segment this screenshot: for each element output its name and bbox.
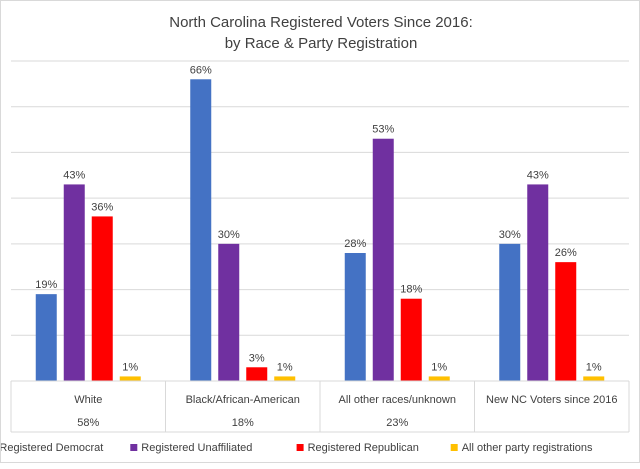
legend-swatch — [296, 444, 304, 451]
legend-swatch — [450, 444, 458, 451]
data-label: 1% — [122, 361, 138, 373]
category-share: 23% — [386, 417, 408, 429]
data-label: 1% — [586, 361, 602, 373]
data-label: 28% — [344, 238, 366, 250]
data-label: 30% — [218, 229, 240, 241]
data-label: 19% — [35, 279, 57, 291]
bar — [119, 376, 141, 381]
bar — [63, 184, 85, 381]
data-label: 66% — [190, 64, 212, 76]
bar — [372, 138, 394, 381]
legend-item: Registered Democrat — [0, 442, 103, 454]
bar — [400, 298, 422, 381]
category-share: 58% — [77, 417, 99, 429]
chart-title-line-2: by Race & Party Registration — [225, 35, 418, 52]
bar — [91, 216, 113, 381]
category-label: White — [74, 394, 102, 406]
bars — [35, 79, 605, 382]
data-label: 43% — [527, 169, 549, 181]
bar — [428, 376, 450, 381]
data-label: 53% — [372, 124, 394, 136]
category-share: 18% — [232, 417, 254, 429]
bar — [190, 79, 212, 382]
category-table: White 58% Black/African-American 18% All oth… — [10, 380, 630, 433]
legend-label: Registered Republican — [308, 442, 419, 454]
data-labels: 19% 43% 36% 1% 66% 30% 3% 1% 28% 53% 18% 1% 30% 43% 26… — [35, 64, 602, 373]
legend-label: Registered Unaffiliated — [141, 442, 252, 454]
bar — [583, 376, 605, 381]
chart-title-line-1: North Carolina Registered Voters Since 2… — [169, 14, 473, 31]
data-label: 30% — [499, 229, 521, 241]
legend-item: Registered Unaffiliated — [130, 442, 252, 454]
data-label: 43% — [63, 169, 85, 181]
bar — [274, 376, 296, 381]
data-label: 1% — [431, 361, 447, 373]
legend-label: Registered Democrat — [1, 442, 103, 454]
legend: Registered Democrat Registered Unaffiliat… — [0, 442, 593, 454]
bar — [344, 253, 366, 381]
bar — [35, 294, 57, 381]
legend-swatch — [130, 444, 138, 451]
data-label: 1% — [277, 361, 293, 373]
legend-item: All other party registrations — [450, 442, 593, 454]
bar — [527, 184, 549, 381]
bar — [246, 367, 268, 381]
category-label: Black/African-American — [186, 394, 300, 406]
bar — [218, 243, 240, 381]
legend-label: All other party registrations — [462, 442, 593, 454]
gridlines — [11, 60, 629, 382]
data-label: 18% — [400, 284, 422, 296]
bar — [499, 243, 521, 381]
bar — [555, 262, 577, 381]
data-label: 26% — [555, 247, 577, 259]
category-label: New NC Voters since 2016 — [486, 394, 617, 406]
category-label: All other races/unknown — [339, 394, 456, 406]
legend-item: Registered Republican — [296, 442, 419, 454]
data-label: 36% — [91, 201, 113, 213]
data-label: 3% — [249, 352, 265, 364]
chart-title: North Carolina Registered Voters Since 2… — [169, 14, 473, 52]
